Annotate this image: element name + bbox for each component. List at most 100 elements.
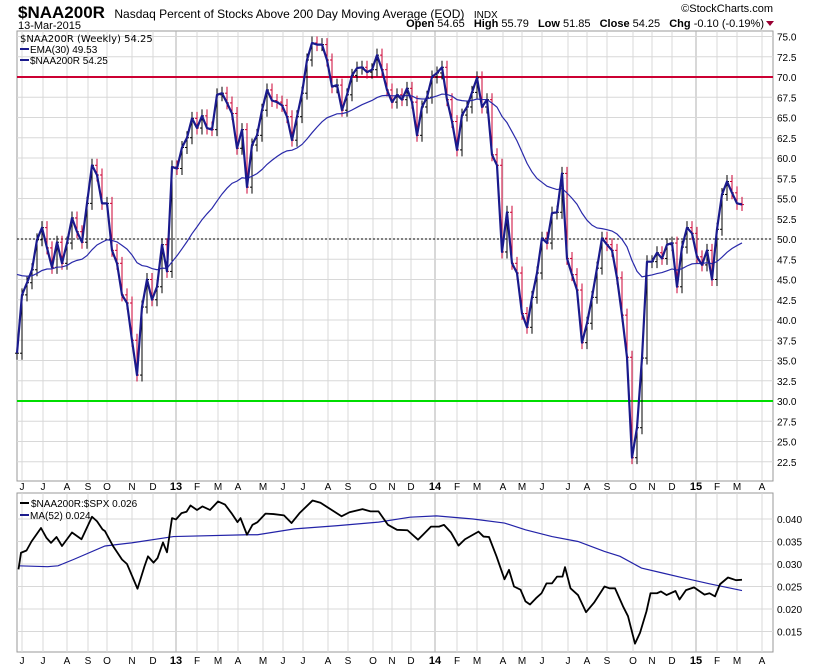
legend-price: $NAA200R 54.25: [30, 56, 108, 67]
y-tick-label: 0.025: [777, 583, 802, 594]
price-grid: [17, 31, 773, 481]
month-tick-label: O: [103, 482, 111, 493]
month-tick-label: S: [345, 656, 352, 667]
chg-label: Chg: [669, 18, 690, 30]
month-tick-label: J: [540, 482, 545, 493]
reference-lines: [17, 76, 773, 402]
month-tick-label: 14: [429, 481, 442, 493]
price-panel: 75.0 72.5 70.0 67.5 65.0 62.5 60.0 57.5 55.0 52.5…: [15, 30, 797, 482]
month-tick-label: J: [540, 656, 545, 667]
month-tick-label: A: [759, 656, 766, 667]
month-tick-label: O: [369, 482, 377, 493]
month-tick-label: 13: [170, 481, 182, 493]
month-tick-label: J: [281, 482, 286, 493]
y-tick-label: 0.020: [777, 605, 802, 616]
y-tick-label: 0.040: [777, 515, 802, 526]
close-price-line: [15, 41, 743, 459]
chg-value: -0.10 (-0.19%): [694, 18, 764, 30]
legend-ratio: $NAA200R:$SPX 0.026: [31, 499, 138, 510]
price-legend: $NAA200R (Weekly) 54.25 EMA(30) 49.53 $N…: [20, 34, 153, 67]
y-tick-label: 0.030: [777, 560, 802, 571]
price-lines: [15, 41, 743, 459]
month-tick-label: D: [149, 482, 156, 493]
y-tick-label: 75.0: [777, 33, 797, 44]
month-tick-label: S: [85, 656, 92, 667]
month-tick-label: M: [214, 656, 222, 667]
month-tick-label: F: [454, 656, 460, 667]
month-tick-label: A: [500, 482, 507, 493]
month-tick-label: A: [235, 656, 242, 667]
month-tick-label: D: [407, 656, 414, 667]
ratio-legend: $NAA200R:$SPX 0.026 MA(52) 0.024: [20, 499, 138, 522]
y-tick-label: 25.0: [777, 438, 797, 449]
month-tick-label: D: [668, 656, 675, 667]
y-tick-label: 45.0: [777, 276, 797, 287]
month-tick-label: S: [604, 656, 611, 667]
high-label: High: [474, 18, 499, 30]
high-value: 55.79: [501, 18, 529, 30]
month-tick-label: A: [64, 482, 71, 493]
y-tick-label: 70.0: [777, 73, 797, 84]
month-tick-label: F: [194, 482, 200, 493]
quote-bar: Open 54.65 High 55.79 Low 51.85 Close 54…: [406, 18, 764, 30]
legend-ema: EMA(30) 49.53: [30, 45, 98, 56]
legend-price-swatch: [20, 59, 29, 61]
month-tick-label: J: [281, 656, 286, 667]
month-tick-label: D: [668, 482, 675, 493]
month-tick-label: A: [759, 482, 766, 493]
y-tick-label: 0.035: [777, 538, 802, 549]
y-tick-label: 65.0: [777, 114, 797, 125]
y-tick-label: 55.0: [777, 195, 797, 206]
symbol-title: $NAA200R: [18, 3, 105, 22]
y-tick-label: 40.0: [777, 316, 797, 327]
month-tick-label: M: [214, 482, 222, 493]
down-triangle-icon: [766, 21, 774, 26]
month-tick-label: A: [584, 482, 591, 493]
month-tick-label: A: [325, 482, 332, 493]
month-tick-label: 15: [690, 481, 702, 493]
month-tick-label: J: [20, 482, 25, 493]
y-tick-label: 60.0: [777, 154, 797, 165]
month-tick-label: M: [259, 482, 267, 493]
month-tick-label: 13: [170, 655, 182, 667]
copyright[interactable]: ©StockCharts.com: [681, 3, 773, 15]
month-tick-label: A: [500, 656, 507, 667]
x-axis-bottom: J J A S O N D 13 F M A M J J A S O N D 14 F M A M J J A S O N D 15 F M A: [20, 655, 766, 667]
y-tick-label: 22.5: [777, 458, 797, 469]
legend-ma52-swatch: [20, 514, 29, 516]
month-tick-label: A: [64, 656, 71, 667]
month-tick-label: N: [128, 656, 135, 667]
y-tick-label: 62.5: [777, 134, 797, 145]
y-tick-label: 52.5: [777, 215, 797, 226]
month-tick-label: 14: [429, 655, 442, 667]
month-tick-label: F: [714, 482, 720, 493]
month-tick-label: O: [629, 656, 637, 667]
y-tick-label: 42.5: [777, 296, 797, 307]
month-tick-label: M: [518, 482, 526, 493]
month-tick-label: N: [388, 482, 395, 493]
month-tick-label: A: [325, 656, 332, 667]
month-tick-label: N: [388, 656, 395, 667]
y-tick-label: 72.5: [777, 53, 797, 64]
legend-main: $NAA200R (Weekly) 54.25: [20, 34, 153, 45]
y-tick-label: 32.5: [777, 377, 797, 388]
open-label: Open: [406, 18, 434, 30]
month-tick-label: S: [345, 482, 352, 493]
month-tick-label: J: [566, 656, 571, 667]
title-line: $NAA200R Nasdaq Percent of Stocks Above …: [18, 3, 498, 22]
month-tick-label: S: [85, 482, 92, 493]
month-tick-label: N: [648, 482, 655, 493]
month-tick-label: J: [41, 482, 46, 493]
chart-header: $NAA200R Nasdaq Percent of Stocks Above …: [18, 3, 774, 32]
month-tick-label: O: [369, 656, 377, 667]
ratio-lines: [17, 499, 743, 645]
low-label: Low: [538, 18, 560, 30]
month-tick-label: J: [301, 656, 306, 667]
month-tick-label: 15: [690, 655, 702, 667]
legend-ratio-swatch: [20, 502, 29, 504]
month-tick-label: J: [301, 482, 306, 493]
close-label: Close: [600, 18, 630, 30]
y-tick-label: 47.5: [777, 255, 797, 266]
month-tick-label: N: [128, 482, 135, 493]
